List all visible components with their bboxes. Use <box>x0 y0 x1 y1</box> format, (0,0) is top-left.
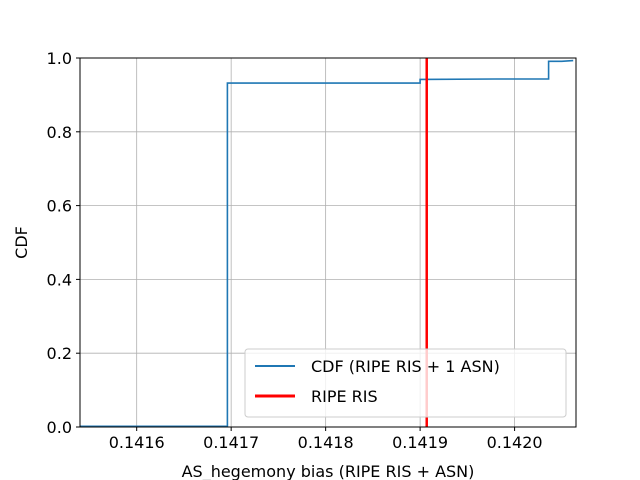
legend: CDF (RIPE RIS + 1 ASN) RIPE RIS <box>244 348 567 418</box>
x-tick-label: 0.1417 <box>203 433 259 452</box>
plot-frame <box>79 57 577 428</box>
legend-label-ripe-ris: RIPE RIS <box>311 387 378 406</box>
y-tick-label: 0.2 <box>47 344 72 363</box>
ticks: 0.1416 0.1417 0.1418 0.1419 0.1420 0.0 0.2 0.4 0… <box>47 49 543 452</box>
y-axis-label: CDF <box>12 226 31 259</box>
y-tick-label: 0.0 <box>47 418 72 437</box>
y-tick-label: 0.8 <box>47 123 72 142</box>
x-tick-label: 0.1416 <box>109 433 165 452</box>
legend-label-cdf: CDF (RIPE RIS + 1 ASN) <box>311 357 500 376</box>
x-axis-label: AS_hegemony bias (RIPE RIS + ASN) <box>182 462 475 480</box>
legend-box <box>244 348 567 418</box>
x-tick-label: 0.1418 <box>298 433 354 452</box>
y-tick-label: 0.4 <box>47 270 72 289</box>
x-tick-label: 0.1420 <box>487 433 543 452</box>
cdf-step-line <box>80 59 574 428</box>
y-tick-label: 0.6 <box>47 197 72 216</box>
x-tick-label: 0.1419 <box>392 433 448 452</box>
y-tick-label: 1.0 <box>47 49 72 68</box>
